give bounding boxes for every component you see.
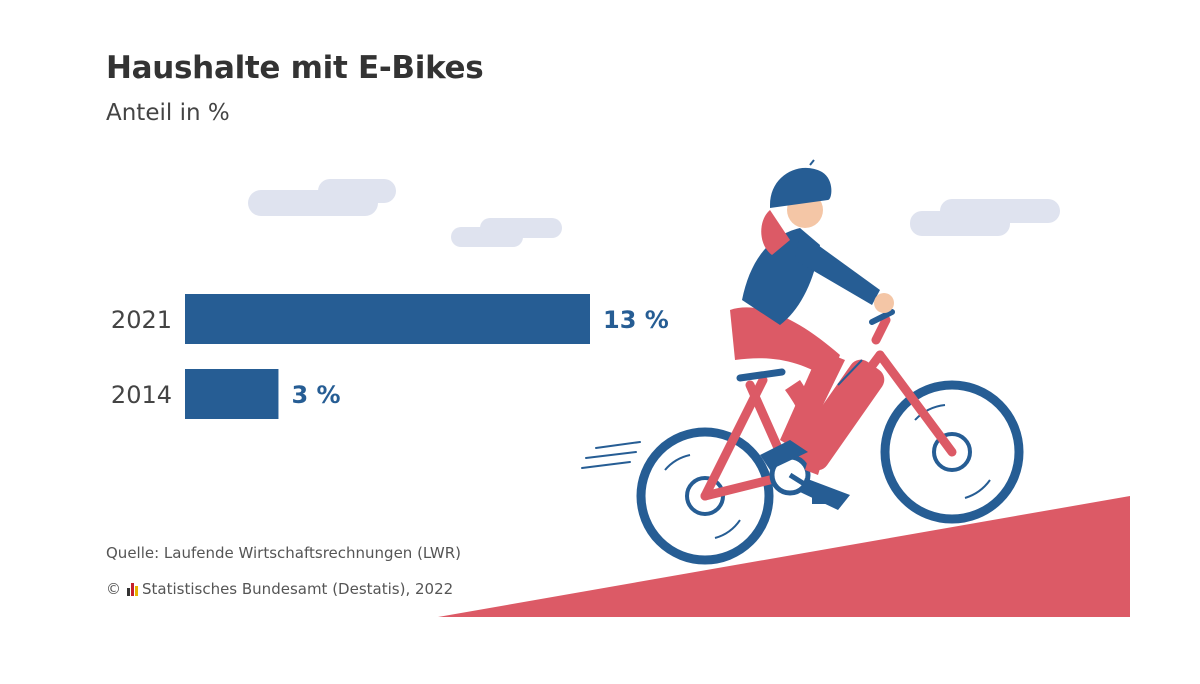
copyright-text: Statistisches Bundesamt (Destatis), 2022 <box>142 580 454 598</box>
value-label-2021: 13 % <box>603 306 669 334</box>
category-label-2021: 2021 <box>111 306 172 334</box>
chart-title: Haushalte mit E-Bikes <box>106 50 484 86</box>
destatis-logo-icon <box>127 582 138 596</box>
copyright-note: © Statistisches Bundesamt (Destatis), 20… <box>106 580 453 598</box>
chart-subtitle: Anteil in % <box>106 100 230 126</box>
bar-series: 2021 13 % 2014 3 % <box>111 294 669 419</box>
hill-slope-illustration <box>438 496 1130 617</box>
cyclist-illustration <box>581 159 1024 565</box>
clouds-illustration <box>248 179 1060 247</box>
copyright-symbol: © <box>106 580 121 598</box>
category-label-2014: 2014 <box>111 381 172 409</box>
source-note: Quelle: Laufende Wirtschaftsrechnungen (… <box>106 544 462 562</box>
bar-2014 <box>185 369 279 419</box>
bar-2021 <box>185 294 590 344</box>
value-label-2014: 3 % <box>291 381 340 409</box>
